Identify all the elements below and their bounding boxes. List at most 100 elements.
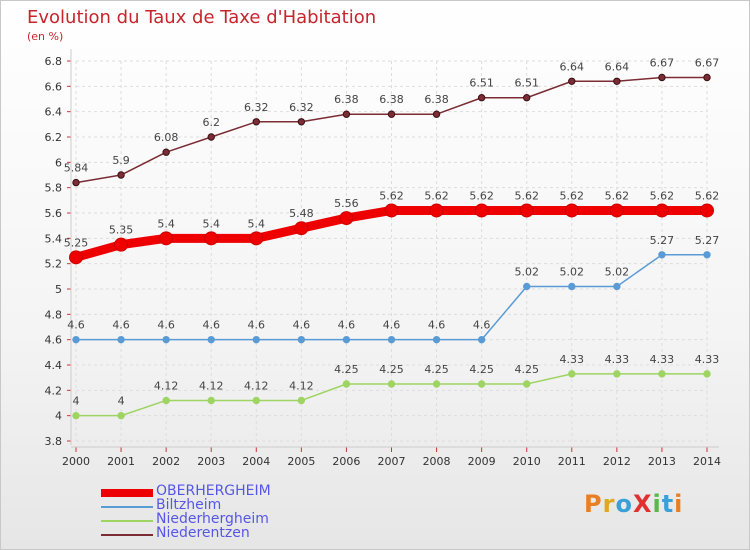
y-tick-label: 4.4 <box>45 359 63 372</box>
data-label: 4.6 <box>202 319 220 332</box>
x-tick-label: 2012 <box>603 455 631 468</box>
data-point <box>384 203 399 218</box>
data-label: 4.25 <box>379 363 404 376</box>
data-point <box>613 77 621 85</box>
data-point <box>297 118 306 126</box>
data-label: 5.56 <box>334 197 359 210</box>
data-label: 5.27 <box>695 234 720 247</box>
y-tick-label: 3.8 <box>45 435 63 448</box>
x-tick-label: 2000 <box>62 455 90 468</box>
data-label: 4.33 <box>650 353 675 366</box>
data-label: 5.4 <box>202 217 220 230</box>
data-label: 4.25 <box>514 363 539 376</box>
data-label: 5.35 <box>109 224 134 237</box>
data-point <box>654 203 669 218</box>
data-label: 4.6 <box>383 319 401 332</box>
data-point <box>658 370 666 378</box>
data-label: 6.51 <box>469 77 494 90</box>
data-label: 6.38 <box>379 93 404 106</box>
x-tick-label: 2013 <box>648 455 676 468</box>
data-point <box>69 250 83 265</box>
data-point <box>703 370 711 378</box>
data-point <box>114 237 129 252</box>
legend-swatch <box>101 520 153 522</box>
data-point <box>117 335 125 344</box>
data-point <box>252 335 260 344</box>
data-point <box>613 370 621 378</box>
data-label: 5.62 <box>605 189 630 202</box>
data-label: 4.6 <box>157 319 175 332</box>
data-label: 5.62 <box>650 189 675 202</box>
x-tick-label: 2003 <box>197 455 225 468</box>
data-point <box>613 282 621 291</box>
data-point <box>477 380 486 388</box>
legend-swatch <box>101 506 153 508</box>
data-point <box>204 231 219 246</box>
legend-label: OBERHERGHEIM <box>156 483 271 499</box>
x-tick-label: 2009 <box>468 455 496 468</box>
data-point <box>568 77 576 85</box>
data-point <box>297 335 306 344</box>
data-point <box>703 251 711 259</box>
data-label: 4.12 <box>154 379 179 392</box>
data-label: 4.6 <box>67 319 85 332</box>
x-tick-label: 2001 <box>107 455 135 468</box>
y-tick-label: 5.4 <box>45 232 63 245</box>
data-label: 5.02 <box>605 265 630 278</box>
y-tick-label: 6.6 <box>45 80 63 93</box>
data-label: 5.48 <box>289 207 314 220</box>
data-point <box>252 118 260 126</box>
data-point <box>117 411 125 420</box>
y-tick-label: 6.2 <box>45 131 63 144</box>
x-tick-label: 2006 <box>332 455 360 468</box>
x-tick-label: 2011 <box>558 455 586 468</box>
x-tick-label: 2007 <box>378 455 406 468</box>
chart-title: Evolution du Taux de Taxe d'Habitation <box>27 7 377 28</box>
data-label: 6.51 <box>514 77 539 90</box>
proxiti-logo: ProXiti <box>584 490 684 518</box>
data-label: 5.9 <box>112 154 130 167</box>
y-tick-label: 4 <box>55 410 62 423</box>
legend-item-biltzheim: Biltzheim <box>101 497 361 514</box>
data-label: 5.62 <box>560 189 585 202</box>
y-tick-label: 6.8 <box>45 55 63 68</box>
data-point <box>387 380 396 388</box>
data-point <box>523 94 531 102</box>
data-point <box>700 203 714 218</box>
data-label: 4.12 <box>199 379 224 392</box>
data-point <box>568 282 576 291</box>
data-point <box>432 110 441 118</box>
y-tick-label: 5.6 <box>45 207 63 220</box>
data-point <box>294 221 309 236</box>
x-tick-label: 2005 <box>287 455 315 468</box>
data-label: 4.33 <box>695 353 720 366</box>
data-label: 4.25 <box>469 363 494 376</box>
data-label: 6.32 <box>289 101 314 114</box>
data-label: 4.33 <box>560 353 585 366</box>
legend-label: Niederhergheim <box>156 511 269 527</box>
data-point <box>72 335 80 344</box>
data-point <box>72 178 80 187</box>
legend-label: Biltzheim <box>156 497 222 513</box>
data-label: 5.62 <box>514 189 539 202</box>
data-point <box>568 370 576 378</box>
x-tick-label: 2008 <box>423 455 451 468</box>
data-point <box>387 335 396 344</box>
data-label: 5.27 <box>650 234 675 247</box>
chart-unit-label: (en %) <box>27 30 64 43</box>
data-label: 4.6 <box>112 319 130 332</box>
data-point <box>609 203 624 218</box>
data-point <box>252 396 260 405</box>
data-label: 5.62 <box>379 189 404 202</box>
data-label: 6.64 <box>560 60 585 73</box>
legend-item-niederentzen: Niederentzen <box>101 525 361 542</box>
data-label: 4.6 <box>248 319 266 332</box>
data-point <box>162 396 170 405</box>
x-tick-label: 2002 <box>152 455 180 468</box>
data-point <box>703 73 711 82</box>
data-label: 5.4 <box>248 217 266 230</box>
data-label: 6.64 <box>605 60 630 73</box>
data-point <box>162 148 170 156</box>
